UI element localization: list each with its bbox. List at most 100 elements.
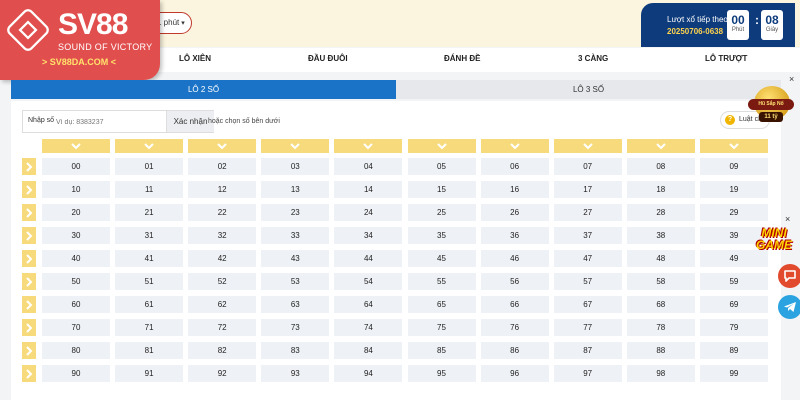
number-cell[interactable]: 00 bbox=[42, 158, 110, 175]
select-row-button[interactable] bbox=[22, 296, 36, 313]
number-cell[interactable]: 66 bbox=[480, 296, 549, 313]
jackpot-promo-badge[interactable]: Hũ Sắp Nổ 11 tỷ bbox=[748, 80, 794, 126]
tab-lo-2-so[interactable]: LÔ 2 SỐ bbox=[11, 80, 396, 99]
number-cell[interactable]: 39 bbox=[699, 227, 768, 244]
number-cell[interactable]: 87 bbox=[553, 342, 622, 359]
number-cell[interactable]: 18 bbox=[626, 181, 695, 198]
number-cell[interactable]: 98 bbox=[626, 365, 695, 382]
number-cell[interactable]: 68 bbox=[626, 296, 695, 313]
number-cell[interactable]: 69 bbox=[699, 296, 768, 313]
number-cell[interactable]: 83 bbox=[261, 342, 330, 359]
number-cell[interactable]: 50 bbox=[42, 273, 110, 290]
number-cell[interactable]: 41 bbox=[115, 250, 184, 267]
number-cell[interactable]: 63 bbox=[261, 296, 330, 313]
number-cell[interactable]: 61 bbox=[115, 296, 184, 313]
number-cell[interactable]: 60 bbox=[42, 296, 110, 313]
tab-lo-3-so[interactable]: LÔ 3 SỐ bbox=[396, 80, 781, 99]
number-cell[interactable]: 46 bbox=[480, 250, 549, 267]
number-cell[interactable]: 33 bbox=[261, 227, 330, 244]
number-cell[interactable]: 10 bbox=[42, 181, 110, 198]
number-cell[interactable]: 34 bbox=[334, 227, 403, 244]
nav-item-3-cang[interactable]: 3 CÀNG bbox=[578, 54, 609, 63]
number-cell[interactable]: 32 bbox=[188, 227, 257, 244]
number-cell[interactable]: 56 bbox=[480, 273, 549, 290]
number-cell[interactable]: 79 bbox=[699, 319, 768, 336]
number-cell[interactable]: 30 bbox=[42, 227, 110, 244]
number-cell[interactable]: 11 bbox=[115, 181, 184, 198]
number-cell[interactable]: 23 bbox=[261, 204, 330, 221]
number-cell[interactable]: 92 bbox=[188, 365, 257, 382]
number-cell[interactable]: 77 bbox=[553, 319, 622, 336]
number-cell[interactable]: 36 bbox=[480, 227, 549, 244]
number-cell[interactable]: 43 bbox=[261, 250, 330, 267]
number-cell[interactable]: 02 bbox=[188, 158, 257, 175]
number-cell[interactable]: 29 bbox=[699, 204, 768, 221]
chat-button[interactable] bbox=[778, 264, 800, 288]
number-cell[interactable]: 01 bbox=[115, 158, 184, 175]
number-cell[interactable]: 53 bbox=[261, 273, 330, 290]
number-cell[interactable]: 95 bbox=[407, 365, 476, 382]
number-cell[interactable]: 48 bbox=[626, 250, 695, 267]
number-cell[interactable]: 75 bbox=[407, 319, 476, 336]
number-cell[interactable]: 09 bbox=[699, 158, 768, 175]
number-cell[interactable]: 73 bbox=[261, 319, 330, 336]
number-cell[interactable]: 67 bbox=[553, 296, 622, 313]
select-column-button[interactable] bbox=[115, 139, 184, 153]
number-cell[interactable]: 97 bbox=[553, 365, 622, 382]
number-cell[interactable]: 35 bbox=[407, 227, 476, 244]
select-row-button[interactable] bbox=[22, 181, 36, 198]
number-cell[interactable]: 93 bbox=[261, 365, 330, 382]
number-cell[interactable]: 55 bbox=[407, 273, 476, 290]
number-cell[interactable]: 08 bbox=[626, 158, 695, 175]
select-column-button[interactable] bbox=[261, 139, 330, 153]
brand-logo[interactable]: SV88 SOUND OF VICTORY > SV88DA.COM < bbox=[0, 0, 160, 80]
select-row-button[interactable] bbox=[22, 273, 36, 290]
number-cell[interactable]: 15 bbox=[407, 181, 476, 198]
number-cell[interactable]: 07 bbox=[553, 158, 622, 175]
number-cell[interactable]: 54 bbox=[334, 273, 403, 290]
select-column-button[interactable] bbox=[553, 139, 622, 153]
select-column-button[interactable] bbox=[334, 139, 403, 153]
number-cell[interactable]: 76 bbox=[480, 319, 549, 336]
number-cell[interactable]: 70 bbox=[42, 319, 110, 336]
select-column-button[interactable] bbox=[699, 139, 768, 153]
close-icon[interactable]: × bbox=[785, 214, 791, 224]
number-cell[interactable]: 85 bbox=[407, 342, 476, 359]
select-row-button[interactable] bbox=[22, 342, 36, 359]
nav-item-lo-truot[interactable]: LÔ TRƯỢT bbox=[705, 54, 748, 63]
number-cell[interactable]: 05 bbox=[407, 158, 476, 175]
select-row-button[interactable] bbox=[22, 158, 36, 175]
select-column-button[interactable] bbox=[188, 139, 257, 153]
nav-item-lo-xien[interactable]: LÔ XIÊN bbox=[179, 54, 212, 63]
number-cell[interactable]: 71 bbox=[115, 319, 184, 336]
number-cell[interactable]: 88 bbox=[626, 342, 695, 359]
select-column-button[interactable] bbox=[626, 139, 695, 153]
number-cell[interactable]: 27 bbox=[553, 204, 622, 221]
number-cell[interactable]: 62 bbox=[188, 296, 257, 313]
number-cell[interactable]: 90 bbox=[42, 365, 110, 382]
number-cell[interactable]: 04 bbox=[334, 158, 403, 175]
number-cell[interactable]: 59 bbox=[699, 273, 768, 290]
number-cell[interactable]: 45 bbox=[407, 250, 476, 267]
select-row-button[interactable] bbox=[22, 204, 36, 221]
number-cell[interactable]: 89 bbox=[699, 342, 768, 359]
number-cell[interactable]: 28 bbox=[626, 204, 695, 221]
number-cell[interactable]: 80 bbox=[42, 342, 110, 359]
rules-button[interactable]: ? Luật ch bbox=[720, 111, 770, 129]
number-cell[interactable]: 21 bbox=[115, 204, 184, 221]
select-column-button[interactable] bbox=[42, 139, 110, 153]
number-cell[interactable]: 03 bbox=[261, 158, 330, 175]
number-cell[interactable]: 78 bbox=[626, 319, 695, 336]
nav-item-danh-de[interactable]: ĐÁNH ĐỀ bbox=[444, 54, 481, 63]
number-cell[interactable]: 25 bbox=[407, 204, 476, 221]
number-cell[interactable]: 82 bbox=[188, 342, 257, 359]
number-cell[interactable]: 96 bbox=[480, 365, 549, 382]
confirm-button[interactable]: Xác nhận bbox=[166, 111, 214, 132]
number-cell[interactable]: 42 bbox=[188, 250, 257, 267]
number-cell[interactable]: 72 bbox=[188, 319, 257, 336]
number-cell[interactable]: 19 bbox=[699, 181, 768, 198]
number-cell[interactable]: 47 bbox=[553, 250, 622, 267]
number-cell[interactable]: 99 bbox=[699, 365, 768, 382]
number-cell[interactable]: 57 bbox=[553, 273, 622, 290]
number-cell[interactable]: 37 bbox=[553, 227, 622, 244]
